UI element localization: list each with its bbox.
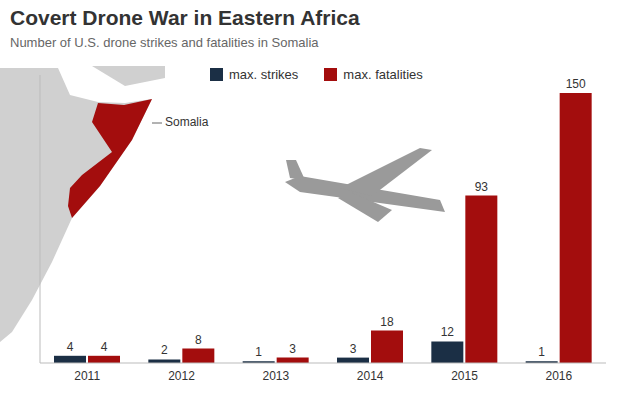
svg-text:8: 8 — [195, 333, 202, 347]
svg-text:3: 3 — [289, 342, 296, 356]
svg-text:1: 1 — [255, 345, 262, 359]
svg-text:2012: 2012 — [168, 369, 195, 383]
svg-text:2016: 2016 — [545, 369, 572, 383]
svg-text:2015: 2015 — [451, 369, 478, 383]
html-text:Somalia: Somalia — [165, 115, 209, 129]
svg-text:150: 150 — [566, 77, 586, 91]
svg-text:12: 12 — [441, 325, 455, 339]
svg-text:2011: 2011 — [74, 369, 100, 383]
svg-text:1: 1 — [538, 345, 545, 359]
svg-text:4: 4 — [67, 340, 74, 354]
svg-text:93: 93 — [475, 180, 489, 194]
html-text:Number of U.S. drone strikes a: Number of U.S. drone strikes and fatalit… — [10, 35, 319, 50]
html-text:Covert Drone War in Eastern Af: Covert Drone War in Eastern Africa — [10, 6, 360, 29]
html-text:max. fatalities: max. fatalities — [343, 67, 423, 82]
svg-text:4: 4 — [101, 340, 108, 354]
svg-text:3: 3 — [350, 342, 357, 356]
svg-text:2014: 2014 — [357, 369, 384, 383]
svg-text:2: 2 — [161, 343, 168, 357]
svg-text:2013: 2013 — [262, 369, 289, 383]
html-text:max. strikes: max. strikes — [229, 67, 299, 82]
svg-text:18: 18 — [380, 315, 394, 329]
